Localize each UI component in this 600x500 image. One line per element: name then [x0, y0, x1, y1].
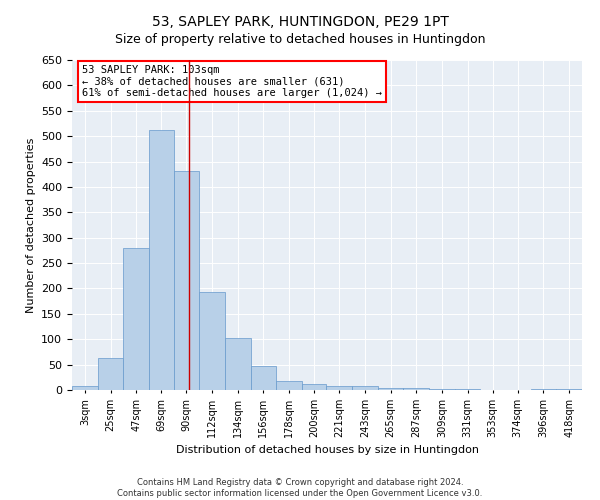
- Bar: [225, 338, 251, 390]
- Bar: [326, 386, 352, 390]
- Bar: [251, 366, 276, 390]
- Bar: [124, 248, 149, 390]
- Bar: [352, 386, 378, 390]
- Bar: [429, 389, 455, 390]
- Text: Size of property relative to detached houses in Huntingdon: Size of property relative to detached ho…: [115, 32, 485, 46]
- Bar: [72, 386, 98, 390]
- Bar: [98, 358, 124, 390]
- Text: 53 SAPLEY PARK: 103sqm
← 38% of detached houses are smaller (631)
61% of semi-de: 53 SAPLEY PARK: 103sqm ← 38% of detached…: [82, 65, 382, 98]
- X-axis label: Distribution of detached houses by size in Huntingdon: Distribution of detached houses by size …: [176, 446, 479, 456]
- Bar: [302, 384, 326, 390]
- Bar: [149, 130, 173, 390]
- Bar: [276, 381, 302, 390]
- Bar: [556, 389, 582, 390]
- Bar: [378, 388, 403, 390]
- Text: Contains HM Land Registry data © Crown copyright and database right 2024.
Contai: Contains HM Land Registry data © Crown c…: [118, 478, 482, 498]
- Bar: [173, 170, 199, 390]
- Bar: [403, 388, 429, 390]
- Bar: [199, 292, 225, 390]
- Y-axis label: Number of detached properties: Number of detached properties: [26, 138, 35, 312]
- Text: 53, SAPLEY PARK, HUNTINGDON, PE29 1PT: 53, SAPLEY PARK, HUNTINGDON, PE29 1PT: [152, 15, 448, 29]
